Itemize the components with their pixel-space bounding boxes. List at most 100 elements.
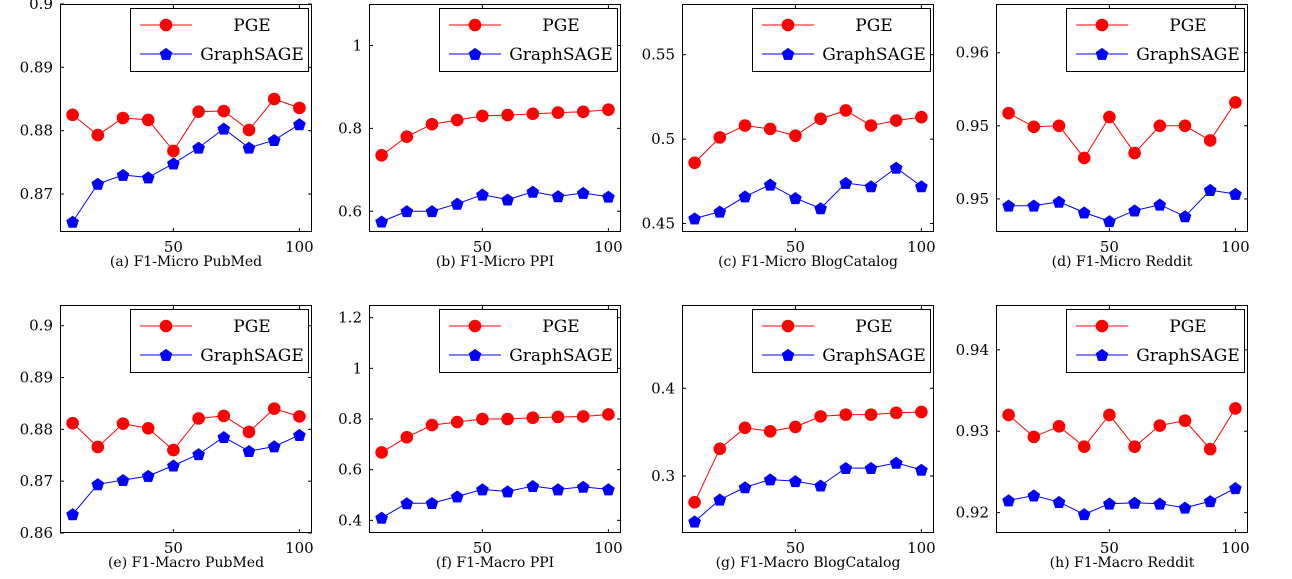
data-point [713,205,727,218]
x-tick-label: 50 [786,238,805,256]
chart-panel: 0.87 0.88 0.89 0.9 50 100 PGE GraphSAGE (a) F1-M… [20,0,314,278]
legend-label: PGE [542,16,579,36]
data-point [217,122,231,135]
y-tick-label: 0.88 [20,420,53,438]
chart-svg: 0.4 0.6 0.8 1 1.2 50 100 PGE GraphSAGE [338,305,623,557]
data-point [1052,495,1066,508]
legend-marker [1095,47,1109,60]
y-tick-label: 0.95 [956,190,989,208]
series-pge [375,408,615,459]
data-point [242,141,256,154]
data-point [889,161,903,174]
legend-marker [468,18,482,32]
series-graphsage [66,428,306,521]
x-tick-label: 100 [1221,539,1250,557]
legend-label: GraphSAGE [200,346,304,366]
legend: PGE GraphSAGE [1066,309,1245,373]
chart-caption: (e) F1-Macro PubMed [107,555,265,571]
data-point [602,103,615,117]
chart-caption: (f) F1-Macro PPI [435,555,555,571]
data-point [501,412,514,426]
data-point [267,92,281,106]
data-point [1103,497,1116,510]
data-point [889,456,903,469]
chart-panel: 0.45 0.5 0.55 50 100 PGE GraphSAGE (c) F1-Micro… [642,4,936,278]
y-tick-label: 1 [352,359,362,377]
series-line [72,434,300,515]
data-point [864,408,878,421]
y-tick-label: 0.87 [20,185,53,203]
legend-label: GraphSAGE [509,45,613,65]
legend-marker [159,319,173,333]
data-point [267,133,281,147]
data-point [1128,146,1141,160]
data-point [293,428,306,441]
x-tick-label: 100 [594,539,623,557]
data-point [688,156,701,170]
data-point [1229,482,1242,495]
x-tick-label: 100 [1221,238,1250,256]
data-point [91,478,105,491]
data-point [864,119,878,132]
series-graphsage [688,456,928,528]
plot-frame [369,4,621,232]
legend: PGE GraphSAGE [130,8,309,72]
data-point [839,408,853,421]
legend: PGE GraphSAGE [752,8,931,72]
chart-caption: (a) F1-Micro PubMed [109,254,263,270]
legend-label: PGE [542,317,579,337]
x-tick-label: 100 [285,238,314,256]
chart-panel: 0.6 0.8 1 50 100 PGE GraphSAGE (b) F1-Micro PPI [338,4,623,278]
data-point [242,444,256,458]
legend-marker [781,348,795,361]
data-point [1128,440,1141,453]
data-point [738,481,752,494]
y-tick-label: 0.9 [29,317,53,335]
data-point [400,430,414,444]
data-point [425,418,439,432]
data-point [576,186,590,199]
y-tick-label: 0.92 [956,504,989,522]
data-point [1128,204,1141,217]
data-point [839,461,853,474]
data-point [915,180,928,193]
data-point [167,459,180,472]
data-point [551,190,565,203]
chart-svg: 0.45 0.5 0.55 50 100 PGE GraphSAGE [642,4,936,256]
data-point [192,141,205,154]
plot-frame [996,305,1248,533]
data-point [1178,210,1192,223]
legend-marker [468,348,482,361]
legend-box [130,309,309,373]
y-tick-label: 0.86 [20,524,53,542]
data-point [501,485,514,498]
data-point [738,190,752,203]
y-tick-label: 0.6 [338,461,362,479]
data-point [713,493,727,506]
chart-svg: 0.86 0.87 0.88 0.89 0.9 50 100 PGE GraphSAGE [20,305,314,557]
data-point [1178,119,1192,133]
data-point [688,212,701,225]
legend-label: PGE [233,317,270,337]
legend-marker [159,18,173,32]
data-point [1203,495,1217,508]
y-tick-label: 0.94 [956,341,989,359]
data-point [192,448,205,461]
chart-caption: (g) F1-Macro BlogCatalog [715,555,901,571]
data-point [789,475,802,488]
data-point [1027,199,1041,212]
data-point [551,483,565,496]
data-point [713,131,727,144]
data-point [450,415,464,429]
chart-svg: 0.3 0.4 50 100 PGE GraphSAGE [651,305,936,557]
y-tick-label: 0.93 [956,422,989,440]
y-tick-label: 0.6 [338,202,362,220]
data-point [501,108,514,122]
data-point [839,104,853,117]
series-pge [1002,402,1242,456]
data-point [141,171,155,184]
y-tick-label: 0.4 [338,511,362,529]
data-point [1153,419,1167,432]
data-point [602,483,615,496]
